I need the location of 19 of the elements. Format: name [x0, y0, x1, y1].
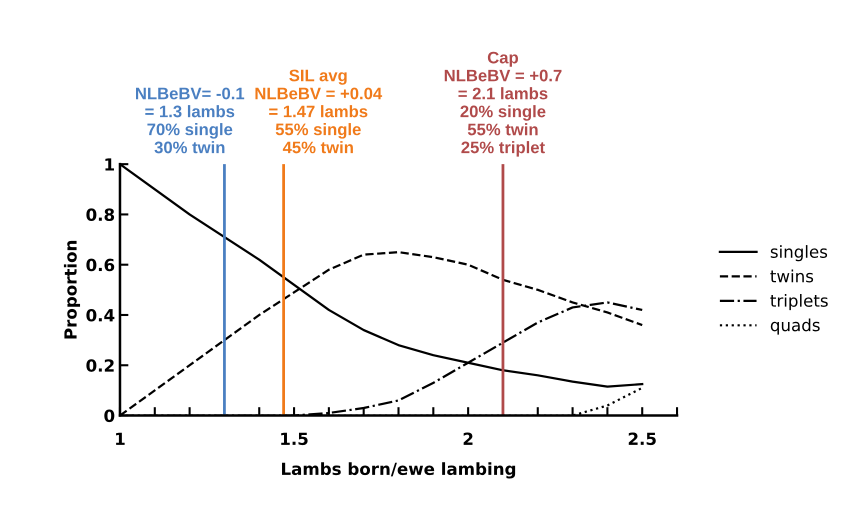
- legend-label: twins: [770, 270, 814, 282]
- legend-label: triplets: [770, 294, 828, 310]
- ref-line-label: SIL avg NLBeBV = +0.04 = 1.47 lambs 55% single 45% twin: [255, 70, 382, 154]
- x-tick-label: 2: [464, 432, 472, 445]
- y-tick-label: 0: [104, 409, 114, 422]
- ref-line-label: NLBeBV= -0.1 = 1.3 lambs 70% single 30% twin: [136, 88, 244, 154]
- y-tick-label: 0.8: [86, 208, 114, 222]
- x-axis-title: Lambs born/ewe lambing: [282, 462, 516, 478]
- x-tick-label: 1: [116, 432, 125, 445]
- y-tick-label: 0.4: [86, 308, 114, 322]
- x-tick-label: 2.5: [628, 432, 656, 446]
- y-tick-label: 1: [105, 158, 114, 170]
- legend-label: quads: [770, 318, 820, 335]
- y-axis-title: Proportion: [64, 240, 80, 339]
- legend-label: singles: [770, 245, 828, 262]
- x-tick-label: 1.5: [281, 432, 308, 446]
- ref-line-label: Cap NLBeBV = +0.7 = 2.1 lambs 20% single 55% twin 25% triplet: [444, 52, 562, 157]
- y-tick-label: 0.2: [86, 359, 114, 372]
- y-tick-label: 0.6: [86, 258, 114, 272]
